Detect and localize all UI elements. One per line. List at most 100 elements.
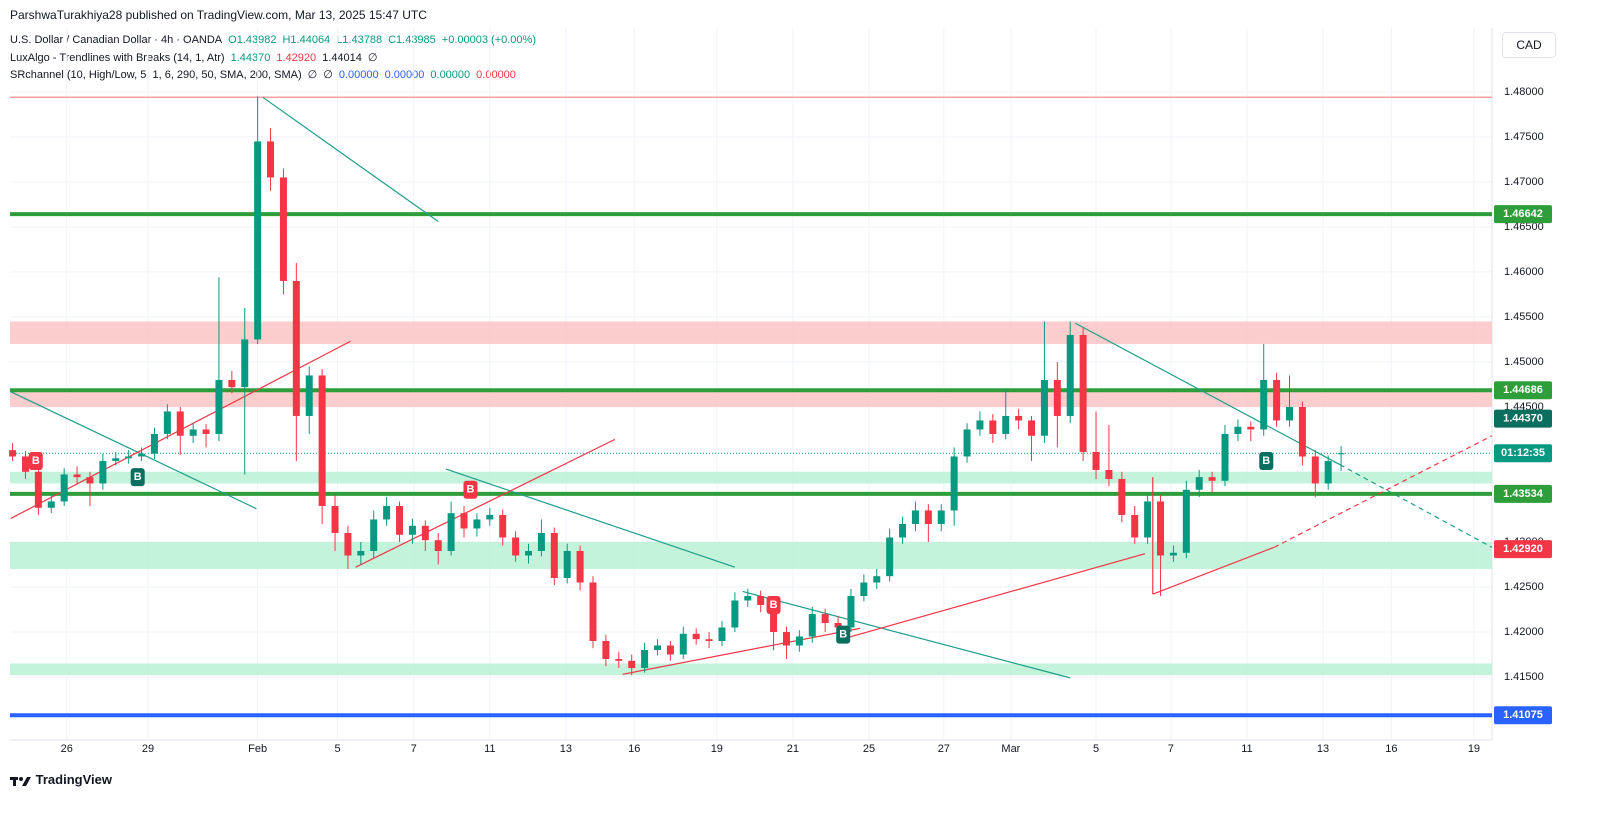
signal-label: B: [32, 455, 40, 467]
candle-body: [537, 532, 545, 551]
signal-label: B: [770, 599, 778, 611]
currency-button[interactable]: CAD: [1502, 32, 1556, 58]
candle-body: [241, 339, 249, 388]
x-tick-label: Feb: [248, 743, 267, 755]
candle-body: [1298, 406, 1306, 457]
candle-body: [138, 453, 146, 457]
signal-label: B: [134, 471, 142, 483]
candle-body: [782, 631, 790, 646]
sr-zone: [10, 321, 1492, 344]
candle-body: [576, 550, 584, 583]
candle-body: [615, 658, 623, 661]
candle-body: [447, 513, 455, 551]
logo: [10, 776, 31, 786]
ohlc: L1.43788: [336, 34, 383, 46]
publisher: ParshwaTurakhiya28 published on TradingV…: [10, 8, 427, 22]
candle-body: [267, 141, 275, 178]
candle-body: [1221, 433, 1229, 481]
candle-body: [1028, 420, 1036, 436]
indicator-value: 1.44014: [322, 52, 362, 64]
trendline: [355, 438, 616, 568]
legend-line-1: U.S. Dollar / Canadian Dollar · 4h · OAN…: [10, 34, 542, 46]
ohlc: +0.00003 (+0.00%): [441, 34, 536, 46]
trendline: [1273, 435, 1493, 548]
candle-body: [99, 460, 107, 484]
trendline: [1152, 546, 1275, 595]
candle-body: [202, 429, 210, 434]
candle-body: [847, 595, 855, 628]
candle-body: [1260, 379, 1268, 430]
candle-body: [1131, 514, 1139, 538]
candle-body: [821, 613, 829, 623]
x-tick-label: 26: [61, 743, 73, 755]
price-label-bg: [1494, 484, 1552, 503]
candle-body: [628, 660, 636, 668]
trendline: [1075, 322, 1341, 466]
x-tick-label: 13: [1317, 743, 1329, 755]
candle-body: [666, 645, 674, 655]
candle-body: [1285, 406, 1293, 421]
trendline: [1339, 464, 1493, 548]
candle-body: [370, 519, 378, 551]
legend-line-2: LuxAlgo - Trendlines with Breaks (14, 1,…: [10, 51, 384, 64]
trendline: [262, 96, 439, 223]
candle-body: [318, 375, 326, 506]
candle-body: [408, 525, 416, 535]
signal-marker: [28, 451, 43, 470]
candle-body: [602, 640, 610, 659]
candle-body: [292, 280, 300, 416]
candle-body: [305, 375, 313, 416]
x-tick-label: 29: [142, 743, 154, 755]
candle-body: [860, 582, 868, 596]
y-tick-label: 1.41500: [1504, 671, 1544, 683]
candle-body: [924, 510, 932, 524]
candle-body: [1182, 489, 1190, 553]
candle-body: [1079, 334, 1087, 452]
sr-zone: [10, 541, 1492, 569]
candle-body: [718, 627, 726, 641]
indicator-value: ∅: [367, 52, 378, 64]
y-tick-label: 1.47500: [1504, 131, 1544, 143]
candle-body: [705, 639, 713, 641]
signal-label: B: [466, 484, 474, 496]
trendline: [10, 391, 257, 510]
y-tick-label: 1.48000: [1504, 86, 1544, 98]
x-tick-label: 7: [1168, 743, 1174, 755]
candle-body: [189, 429, 197, 436]
candle-body: [112, 458, 120, 461]
ohlc: C1.43985: [388, 34, 436, 46]
x-tick-label: 13: [560, 743, 572, 755]
x-tick-label: 19: [1468, 743, 1480, 755]
ohlc: H1.44064: [282, 34, 331, 46]
candle-body: [434, 540, 442, 551]
candle-body: [86, 477, 94, 484]
candle-body: [21, 456, 29, 472]
sr-zone: [10, 390, 1492, 407]
price-label-bg: [1494, 381, 1552, 400]
level-label: 1.44686: [1503, 384, 1543, 396]
candle-body: [1324, 460, 1332, 484]
brand: TradingView: [10, 772, 112, 787]
candle-body: [396, 505, 404, 535]
y-tick-label: 1.45000: [1504, 356, 1544, 368]
candle-body: [163, 411, 171, 434]
signal-marker: [130, 468, 145, 487]
level-label: 1.43534: [1503, 488, 1544, 500]
candle-body: [1105, 469, 1113, 479]
price-label: 1.44370: [1503, 413, 1543, 425]
candle-body: [834, 622, 842, 628]
indicator-value: ∅: [307, 69, 318, 81]
candle-body: [34, 471, 42, 508]
candle-body: [279, 177, 287, 281]
candle-body: [60, 474, 68, 502]
x-tick-label: 11: [484, 743, 495, 755]
candle-body: [679, 633, 687, 655]
x-tick-label: Mar: [1001, 743, 1020, 755]
x-tick-label: 5: [1093, 743, 1099, 755]
candle-body: [150, 433, 158, 454]
candle-body: [499, 514, 507, 538]
candle-body: [886, 537, 894, 577]
price-label-bg: [1494, 706, 1552, 725]
trendline: [622, 627, 861, 675]
candle-body: [873, 576, 881, 583]
